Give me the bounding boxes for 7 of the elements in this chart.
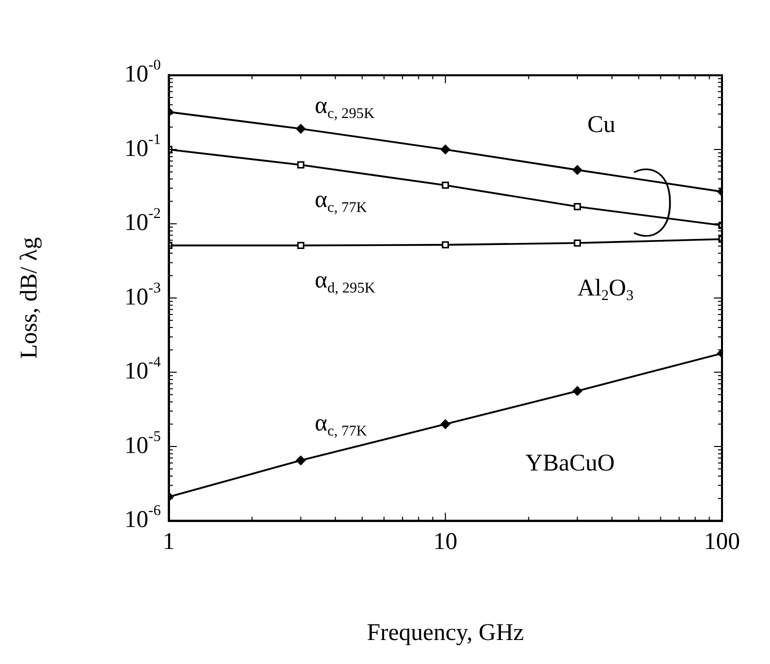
annotation: Cu <box>587 112 616 138</box>
x-tick-label: 10 <box>433 529 458 556</box>
annotation: YBaCuO <box>525 450 615 476</box>
y-axis-title: Loss, dB/ λg <box>16 237 43 359</box>
x-tick-label: 1 <box>162 529 175 556</box>
x-axis-title: Frequency, GHz <box>366 620 524 646</box>
x-tick-label: 100 <box>704 529 740 556</box>
